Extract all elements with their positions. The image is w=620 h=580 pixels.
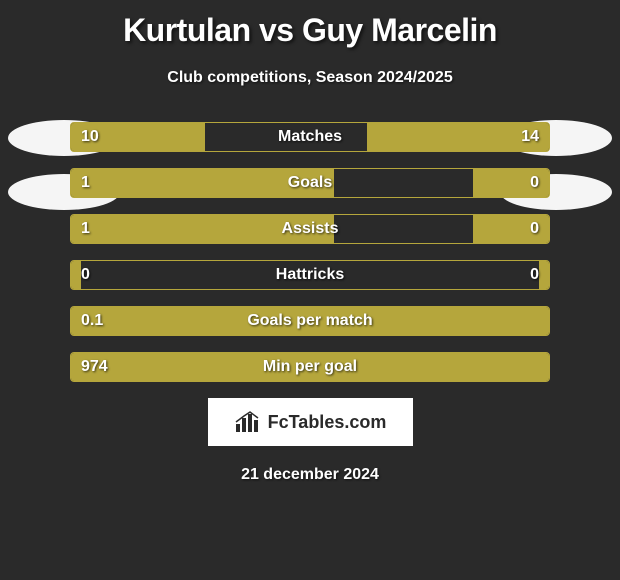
stat-row-min-per-goal: 974 Min per goal xyxy=(70,352,550,382)
stat-value-right: 14 xyxy=(521,128,539,146)
stat-value-left: 1 xyxy=(81,220,90,238)
stat-label: Goals per match xyxy=(247,312,372,330)
stat-value-left: 10 xyxy=(81,128,99,146)
stat-row-goals: 1 Goals 0 xyxy=(70,168,550,198)
stat-label: Assists xyxy=(282,220,339,238)
bar-right xyxy=(539,261,549,289)
stat-row-goals-per-match: 0.1 Goals per match xyxy=(70,306,550,336)
stat-value-left: 0 xyxy=(81,266,90,284)
stat-label: Goals xyxy=(288,174,332,192)
stat-value-left: 0.1 xyxy=(81,312,103,330)
stat-value-right: 0 xyxy=(530,266,539,284)
stat-row-hattricks: 0 Hattricks 0 xyxy=(70,260,550,290)
stat-label: Hattricks xyxy=(276,266,344,284)
stat-row-assists: 1 Assists 0 xyxy=(70,214,550,244)
stat-value-right: 0 xyxy=(530,174,539,192)
stats-chart: 10 Matches 14 1 Goals 0 1 Assists 0 0 Ha… xyxy=(70,122,550,382)
comparison-title: Kurtulan vs Guy Marcelin xyxy=(0,0,620,49)
branding-badge: FcTables.com xyxy=(208,398,413,446)
comparison-date: 21 december 2024 xyxy=(0,466,620,484)
bar-left xyxy=(71,261,81,289)
branding-text: FcTables.com xyxy=(268,412,387,433)
comparison-subtitle: Club competitions, Season 2024/2025 xyxy=(0,69,620,87)
stat-value-left: 974 xyxy=(81,358,108,376)
stat-label: Matches xyxy=(278,128,342,146)
stat-value-right: 0 xyxy=(530,220,539,238)
stat-row-matches: 10 Matches 14 xyxy=(70,122,550,152)
stat-label: Min per goal xyxy=(263,358,357,376)
chart-bars-icon xyxy=(234,410,262,434)
stat-value-left: 1 xyxy=(81,174,90,192)
